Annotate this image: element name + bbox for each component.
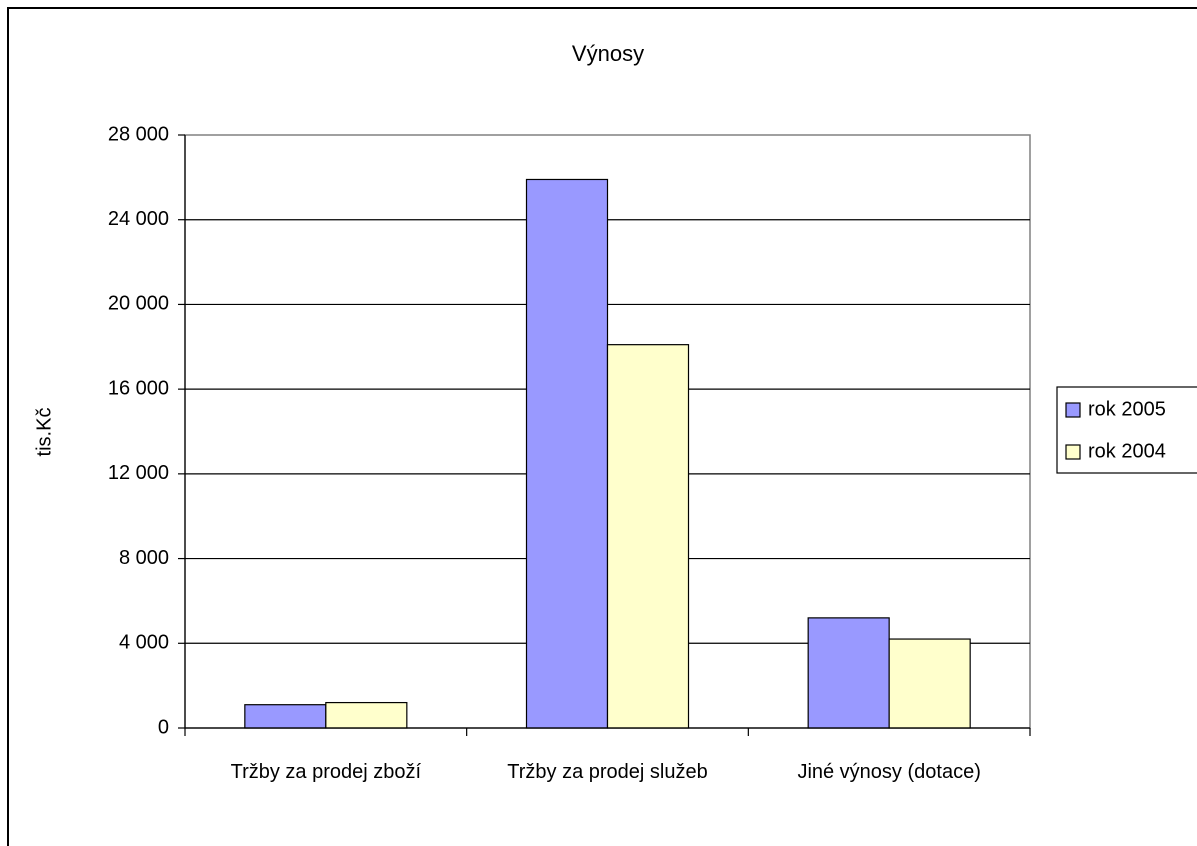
y-tick-label: 8 000	[119, 547, 169, 569]
x-tick-label: Tržby za prodej služeb	[507, 761, 708, 783]
bar	[888, 638, 971, 729]
y-tick-label: 12 000	[108, 462, 169, 484]
legend-label: rok 2005	[1088, 398, 1166, 420]
legend-swatch	[1065, 444, 1081, 460]
legend-label: rok 2004	[1088, 440, 1166, 462]
bar	[244, 704, 327, 729]
y-tick-label: 24 000	[108, 208, 169, 230]
bar	[525, 178, 609, 729]
y-tick-label: 28 000	[108, 123, 169, 145]
chart-title: Výnosy	[572, 41, 644, 66]
y-axis-label: tis.Kč	[33, 408, 55, 457]
bar	[807, 617, 890, 729]
y-tick-label: 20 000	[108, 293, 169, 315]
x-tick-label: Jiné výnosy (dotace)	[797, 761, 981, 783]
y-tick-label: 4 000	[119, 632, 169, 654]
y-tick-label: 16 000	[108, 377, 169, 399]
x-tick-label: Tržby za prodej zboží	[230, 761, 422, 783]
bar	[325, 701, 408, 729]
bar	[606, 344, 690, 729]
legend-swatch	[1065, 402, 1081, 418]
y-tick-label: 0	[158, 716, 169, 738]
